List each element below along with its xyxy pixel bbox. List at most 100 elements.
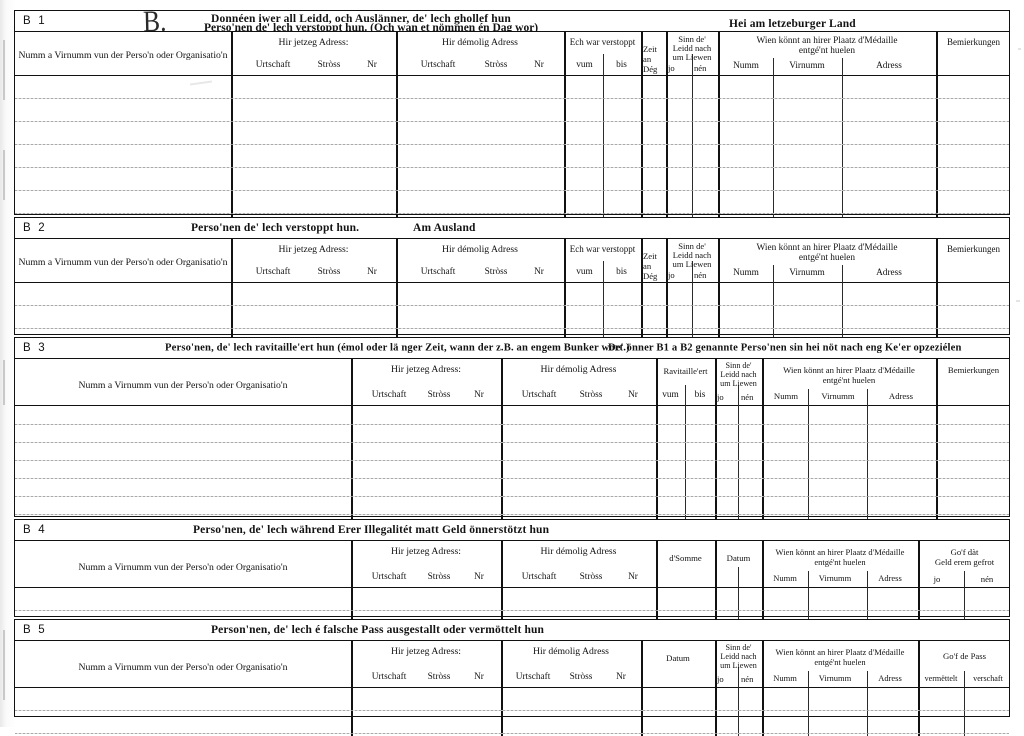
col-b2-hidden-period: Ech war verstoppt vum bis xyxy=(564,239,641,283)
col-b4-former-address-label: Hir démolig Adress xyxy=(540,546,617,557)
divider-b1-6 xyxy=(718,32,720,76)
split-b5-virnumm-adress xyxy=(867,671,868,688)
bodydiv-b2-6b xyxy=(773,283,774,354)
table-row[interactable] xyxy=(15,514,1009,515)
col-b2-former-address-label: Hir démolig Adress xyxy=(442,244,518,255)
col-b1-former-address-label: Hir démolig Adress xyxy=(442,37,518,48)
col-b3-medal-adress: Adress xyxy=(888,391,914,401)
col-b5-alive-l1: Sinn de' xyxy=(725,643,752,652)
bodydiv-b1-5b xyxy=(692,76,693,234)
col-b1-hidden-period-label: Ech war verstoppt xyxy=(569,37,636,47)
col-b2-remarks-label: Bemierkungen xyxy=(947,244,1000,254)
section-b5-code: B 5 xyxy=(23,624,47,636)
table-row[interactable] xyxy=(15,610,1009,611)
col-b2-still-alive: Sinn de' Leidd nach um Liewen jo nén xyxy=(666,239,718,283)
bodydiv-b3-5c xyxy=(867,406,868,536)
col-b1-duration-l1: Zeit xyxy=(643,44,657,54)
table-row[interactable] xyxy=(15,190,1009,191)
table-row[interactable] xyxy=(15,733,1009,734)
bodydiv-b2-3 xyxy=(564,283,566,354)
col-b4-name: Numm a Virnumm vun der Perso'n oder Orga… xyxy=(15,541,351,588)
col-b5-pass-verschaft: verschaft xyxy=(973,674,1003,683)
table-row[interactable] xyxy=(15,478,1009,479)
col-b2-current-urtschaft: Urtschaft xyxy=(255,267,291,277)
col-b4-date: Datum xyxy=(715,541,762,588)
divider-b1-3 xyxy=(564,32,566,76)
col-b5-current-urtschaft: Urtschaft xyxy=(371,672,407,682)
split-b2-jo-nen xyxy=(692,261,693,283)
section-b2-title-right: Am Ausland xyxy=(413,222,476,234)
col-b2-hidden-period-label: Ech war verstoppt xyxy=(569,244,636,254)
table-row[interactable] xyxy=(15,144,1009,145)
table-row[interactable] xyxy=(15,710,1009,711)
split-b4-numm-virnumm xyxy=(808,571,809,588)
split-b4-jo-nen xyxy=(738,567,739,588)
section-b4-column-headers: Numm a Virnumm vun der Perso'n oder Orga… xyxy=(15,541,1009,588)
col-b1-current-nr: Nr xyxy=(367,60,377,70)
bodydiv-b1-3b xyxy=(603,76,604,234)
col-b3-former-address: Hir démolig Adress Urtschaft Stròss Nr xyxy=(501,359,656,406)
col-b1-medal-virnumm: Virnumm xyxy=(789,61,825,71)
col-b3-current-stross: Stròss xyxy=(427,390,451,400)
col-b4-medal-recipient: Wien könnt an hirer Plaatz d'Médaille en… xyxy=(762,541,918,588)
col-b2-duration-l1: Zeit xyxy=(643,251,657,261)
section-b3-column-headers: Numm a Virnumm vun der Perso'n oder Orga… xyxy=(15,359,1009,406)
col-b2-alive-l3: um Liewen xyxy=(672,259,712,269)
col-b3-alive-l3: um Liewen xyxy=(720,379,757,388)
table-row[interactable] xyxy=(15,305,1009,306)
section-b5-rows[interactable] xyxy=(15,688,1009,736)
col-b1-medal-numm: Numm xyxy=(733,61,759,71)
col-b5-medal-recipient: Wien könnt an hirer Plaatz d'Médaille en… xyxy=(762,641,918,688)
bodydiv-b3-4b xyxy=(738,406,739,536)
divider-b2-4 xyxy=(641,239,643,283)
binding-mark-top xyxy=(3,40,5,100)
col-b1-former-address: Hir démolig Adress Urtschaft Stròss Nr xyxy=(396,32,564,76)
split-b3-virnumm-adress xyxy=(867,389,868,406)
divider-b4-2 xyxy=(501,541,503,588)
col-b3-remarks-label: Bemierkungen xyxy=(947,365,1000,375)
section-b1-rows[interactable] xyxy=(15,76,1009,234)
col-b1-hidden-period: Ech war verstoppt vum bis xyxy=(564,32,641,76)
bodydiv-b5-1 xyxy=(351,688,353,736)
col-b4-money-nen: nén xyxy=(980,574,994,584)
col-b2-medal-numm: Numm xyxy=(733,268,759,278)
divider-b1-2 xyxy=(396,32,398,76)
col-b4-medal-numm: Numm xyxy=(773,573,797,583)
table-row[interactable] xyxy=(15,98,1009,99)
bodydiv-b4-2 xyxy=(501,588,503,636)
table-row[interactable] xyxy=(15,460,1009,461)
col-b4-money-jo: jo xyxy=(933,574,941,584)
col-b3-bis: bis xyxy=(694,390,706,400)
divider-b3-1 xyxy=(351,359,353,406)
section-b3-rows[interactable] xyxy=(15,406,1009,536)
table-row[interactable] xyxy=(15,328,1009,329)
col-b2-duration-days: Zeit an Dég xyxy=(641,239,666,283)
col-b3-ravitaille-label: Ravitaille'ert xyxy=(663,366,708,376)
section-b1-code: B 1 xyxy=(23,15,47,27)
table-row[interactable] xyxy=(15,424,1009,425)
divider-b3-5 xyxy=(762,359,764,406)
col-b5-current-stross: Stròss xyxy=(427,672,451,682)
col-b2-current-address: Hir jetzeg Adress: Urtschaft Stròss Nr xyxy=(231,239,396,283)
table-row[interactable] xyxy=(15,121,1009,122)
col-b3-former-nr: Nr xyxy=(628,390,638,400)
col-b2-former-nr: Nr xyxy=(534,267,544,277)
col-b3-current-address: Hir jetzeg Adress: Urtschaft Stròss Nr xyxy=(351,359,501,406)
bodydiv-b2-6c xyxy=(842,283,843,354)
section-b2-code: B 2 xyxy=(23,222,47,234)
col-b1-former-stross: Stròss xyxy=(484,60,508,70)
table-row[interactable] xyxy=(15,167,1009,168)
table-row[interactable] xyxy=(15,496,1009,497)
section-b4-code: B 4 xyxy=(23,524,47,536)
divider-b1-7 xyxy=(936,32,938,76)
section-b1-title-line2: Perso'nen de' lech verstoppt hun. (Och w… xyxy=(204,22,539,32)
split-b2-vum-bis xyxy=(603,261,604,283)
scan-speckle-a xyxy=(1018,48,1021,50)
form-letter-handwritten: B. xyxy=(142,11,167,32)
col-b1-medal-l1: Wien könnt an hirer Plaatz d'Médaille xyxy=(756,36,898,46)
section-b3-code: B 3 xyxy=(23,342,47,354)
bodydiv-b4-5c xyxy=(867,588,868,636)
divider-b2-3 xyxy=(564,239,566,283)
table-row[interactable] xyxy=(15,442,1009,443)
table-row[interactable] xyxy=(15,213,1009,214)
